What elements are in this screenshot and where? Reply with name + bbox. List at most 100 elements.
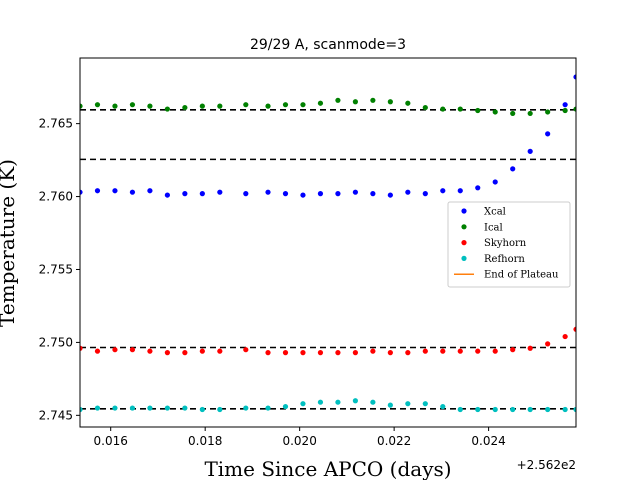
- point-ical: [335, 97, 341, 103]
- point-refhorn: [147, 405, 153, 411]
- point-ical: [475, 107, 481, 114]
- point-ical: [265, 103, 271, 109]
- point-refhorn: [370, 399, 376, 405]
- point-xcal: [199, 191, 205, 197]
- x-tick-label: 0.024: [471, 434, 505, 448]
- point-ical: [457, 106, 463, 112]
- point-refhorn: [457, 406, 463, 413]
- point-ical: [217, 103, 223, 109]
- point-skyhorn: [573, 326, 576, 332]
- point-refhorn: [265, 405, 271, 411]
- point-xcal: [510, 166, 516, 172]
- point-refhorn: [182, 405, 188, 411]
- legend-label: Ical: [484, 222, 503, 233]
- point-skyhorn: [475, 348, 481, 354]
- point-skyhorn: [440, 348, 446, 354]
- point-ical: [370, 97, 376, 103]
- point-skyhorn: [199, 348, 205, 354]
- point-skyhorn: [282, 350, 289, 356]
- point-ical: [527, 110, 533, 117]
- point-refhorn: [527, 406, 533, 413]
- point-skyhorn: [164, 350, 170, 356]
- point-ical: [387, 99, 393, 105]
- point-xcal: [243, 191, 249, 197]
- point-ical: [94, 102, 101, 108]
- point-refhorn: [94, 405, 101, 411]
- legend-label: End of Plateau: [484, 270, 559, 281]
- point-ical: [112, 103, 118, 109]
- point-ical: [182, 104, 188, 111]
- point-refhorn: [129, 405, 136, 411]
- point-refhorn: [243, 405, 249, 411]
- point-xcal: [370, 191, 376, 197]
- point-xcal: [129, 189, 136, 195]
- point-refhorn: [317, 399, 324, 405]
- point-skyhorn: [492, 348, 498, 354]
- legend-marker-skyhorn: [461, 240, 467, 246]
- point-refhorn: [335, 399, 341, 405]
- point-skyhorn: [217, 348, 223, 354]
- point-ical: [300, 102, 306, 108]
- point-ical: [147, 103, 153, 109]
- point-xcal: [112, 188, 118, 194]
- legend: Xcal Ical Skyhorn Refhorn End of Plateau: [447, 201, 571, 288]
- point-ical: [80, 103, 83, 109]
- point-skyhorn: [545, 341, 551, 347]
- point-refhorn: [217, 406, 223, 413]
- point-skyhorn: [335, 350, 341, 356]
- point-refhorn: [562, 406, 568, 413]
- point-skyhorn: [300, 350, 306, 356]
- point-ical: [422, 104, 428, 111]
- point-xcal: [80, 189, 83, 195]
- point-xcal: [282, 191, 289, 197]
- x-tick-label: 0.018: [188, 434, 222, 448]
- point-xcal: [387, 192, 393, 198]
- chart-title: 29/29 A, scanmode=3: [250, 37, 406, 53]
- point-ical: [282, 102, 289, 108]
- legend-label: Skyhorn: [484, 238, 527, 249]
- point-refhorn: [492, 406, 498, 413]
- point-xcal: [300, 192, 306, 198]
- point-xcal: [352, 189, 358, 195]
- legend-label: Xcal: [484, 207, 506, 218]
- point-xcal: [317, 191, 324, 197]
- x-tick-label: 0.020: [282, 434, 316, 448]
- y-axis-label: Temperature (K): [0, 159, 19, 327]
- point-ical: [562, 107, 568, 114]
- point-skyhorn: [562, 333, 568, 340]
- point-skyhorn: [405, 350, 411, 356]
- point-xcal: [545, 131, 551, 137]
- y-tick-label: 2.745: [39, 408, 73, 422]
- point-xcal: [422, 191, 428, 197]
- point-xcal: [440, 188, 446, 194]
- point-xcal: [265, 189, 271, 195]
- legend-marker-refhorn: [461, 255, 467, 261]
- point-ical: [440, 106, 446, 112]
- point-skyhorn: [352, 350, 358, 356]
- point-refhorn: [405, 401, 411, 407]
- point-refhorn: [164, 405, 170, 411]
- y-axis: 2.745 2.750 2.755 2.760 2.765: [39, 117, 80, 422]
- legend-label: Refhorn: [484, 254, 525, 265]
- point-ical: [492, 109, 498, 115]
- point-ical: [129, 102, 136, 108]
- point-xcal: [94, 188, 101, 194]
- point-refhorn: [510, 406, 516, 413]
- point-ical: [405, 100, 411, 106]
- point-ical: [352, 99, 358, 105]
- point-skyhorn: [527, 345, 533, 351]
- point-xcal: [217, 189, 223, 195]
- y-tick-label: 2.755: [39, 262, 73, 276]
- point-refhorn: [545, 406, 551, 413]
- y-tick-label: 2.750: [39, 335, 73, 349]
- point-skyhorn: [94, 348, 101, 354]
- point-refhorn: [475, 406, 481, 413]
- point-refhorn: [440, 403, 446, 410]
- point-skyhorn: [457, 348, 463, 354]
- point-ical: [317, 100, 324, 106]
- legend-marker-xcal: [461, 208, 467, 214]
- point-skyhorn: [265, 350, 271, 356]
- point-skyhorn: [370, 348, 376, 354]
- point-skyhorn: [80, 345, 83, 351]
